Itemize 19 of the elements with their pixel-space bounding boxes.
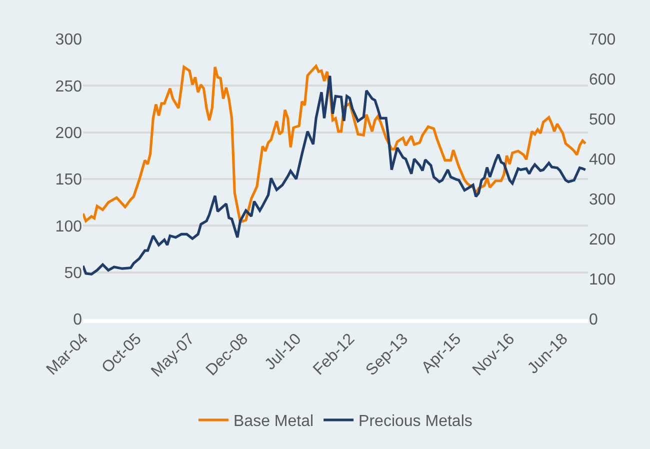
y-tick-label: 100 <box>55 218 82 236</box>
y2-tick-label: 500 <box>589 112 616 129</box>
y2-tick-label: 700 <box>589 32 616 49</box>
y2-tick-label: 300 <box>589 192 616 209</box>
y2-tick-label: 600 <box>589 72 616 89</box>
y-tick-label: 0 <box>73 312 82 329</box>
y2-tick-label: 400 <box>589 152 616 169</box>
legend-label: Base Metal <box>234 413 314 430</box>
y-tick-label: 150 <box>55 172 82 189</box>
y-tick-label: 300 <box>55 32 82 49</box>
y-tick-label: 200 <box>55 124 82 142</box>
y-tick-label: 50 <box>64 264 82 282</box>
line-series <box>83 64 587 224</box>
y-tick-label: 250 <box>55 78 82 96</box>
y2-tick-label: 200 <box>589 232 616 249</box>
y2-tick-label: 0 <box>589 312 598 329</box>
legend-label: Precious Metals <box>358 413 472 430</box>
line-series <box>83 74 587 276</box>
y2-tick-label: 100 <box>589 272 616 289</box>
